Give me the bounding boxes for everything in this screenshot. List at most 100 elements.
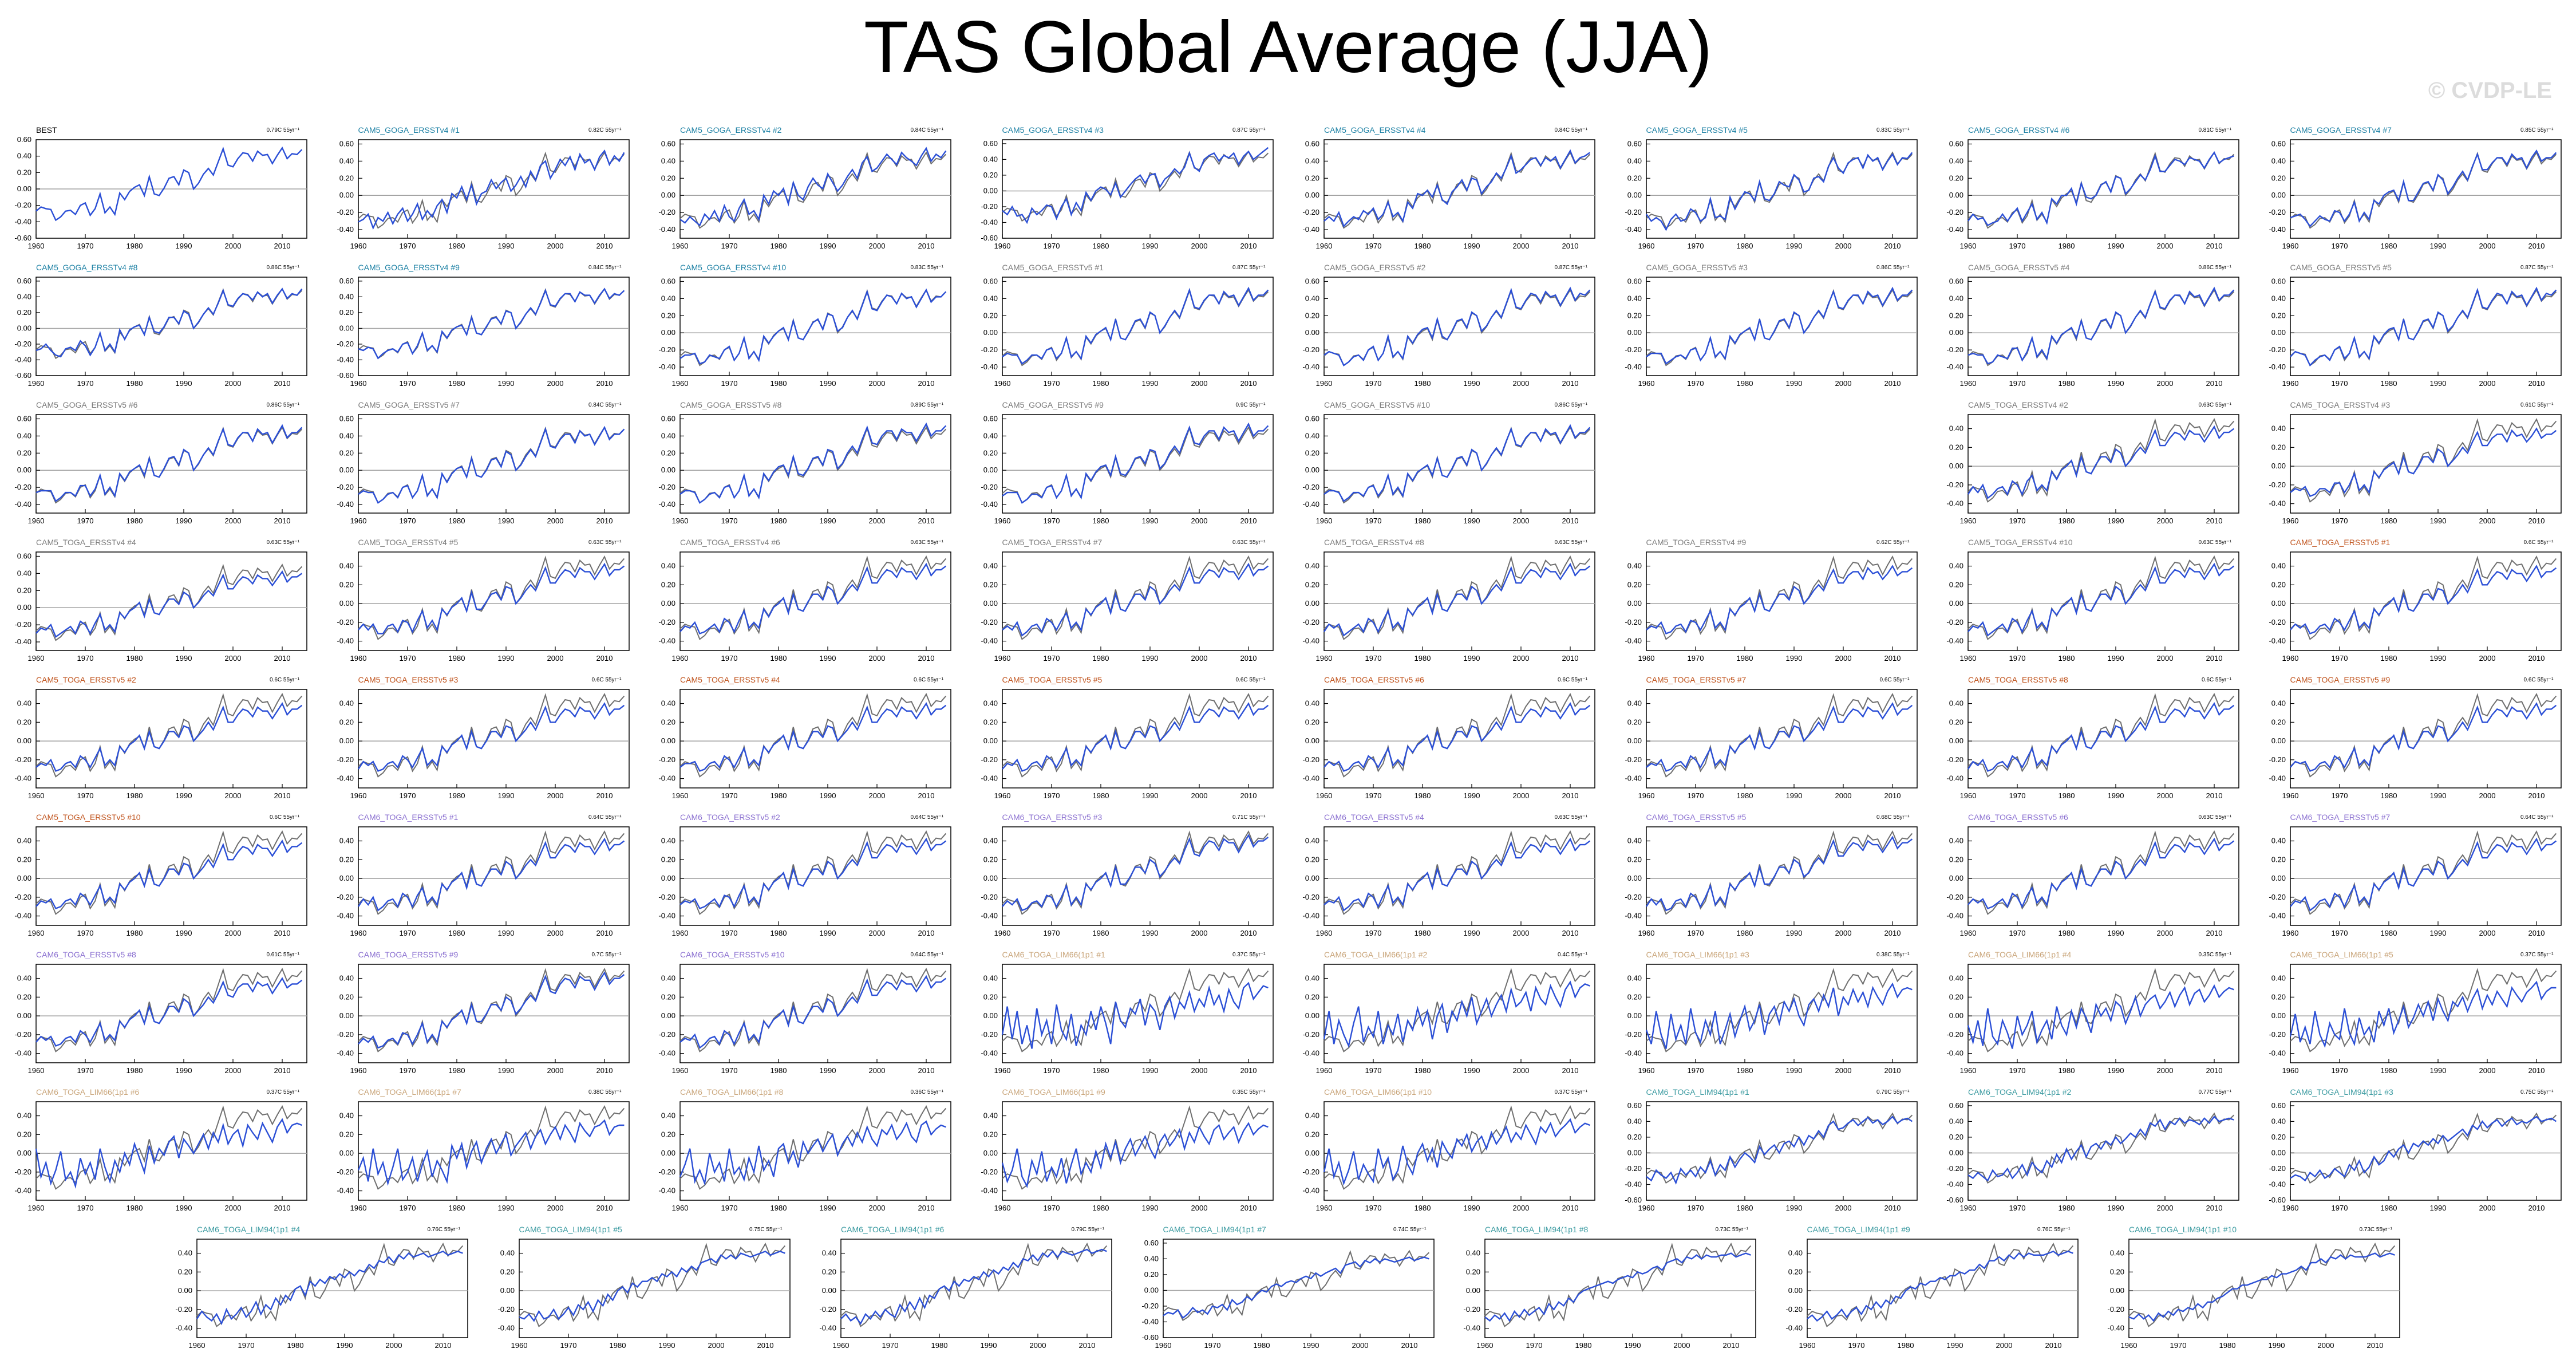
y-tick-label: -0.40 bbox=[337, 1049, 354, 1058]
x-tick-label: 2000 bbox=[2157, 791, 2174, 800]
chart-panel: CAM5_GOGA_ERSSTv5 #5 0.87C 55yr⁻¹ 0.60 0.40… bbox=[2254, 261, 2562, 393]
panel-plot: 0.60 0.40 0.20 0.00 -0.20 -0.40 1960 1970 1980 19… bbox=[1946, 277, 2239, 388]
model-series-line bbox=[679, 975, 947, 1049]
x-tick-label: 1960 bbox=[1316, 242, 1333, 250]
y-tick-label: 0.20 bbox=[2271, 717, 2285, 726]
y-tick-label: 0.40 bbox=[661, 699, 675, 708]
panel-title: CAM6_TOGA_LIM66(1p1 #9 bbox=[1002, 1087, 1105, 1097]
x-tick-label: 1990 bbox=[337, 1341, 353, 1350]
y-tick-label: -0.40 bbox=[14, 637, 31, 646]
y-tick-label: 0.40 bbox=[661, 562, 675, 570]
x-tick-label: 1990 bbox=[176, 242, 192, 250]
x-tick-label: 1990 bbox=[1946, 1341, 1963, 1350]
x-tick-label: 1990 bbox=[1141, 379, 1158, 388]
y-tick-label: 0.00 bbox=[17, 736, 31, 745]
panel-trend: 0.63C 55yr⁻¹ bbox=[1554, 814, 1587, 821]
y-tick-label: 0.20 bbox=[339, 992, 353, 1001]
panel-title: CAM6_TOGA_LIM94(1p1 #6 bbox=[841, 1225, 945, 1234]
panel-plot: 0.40 0.20 0.00 -0.20 -0.40 1960 1970 1980 1990 20… bbox=[1625, 689, 1918, 800]
model-series-line bbox=[2289, 702, 2557, 772]
x-tick-label: 2010 bbox=[596, 654, 613, 663]
y-tick-label: -0.20 bbox=[658, 1168, 675, 1176]
y-tick-label: 0.20 bbox=[1305, 992, 1319, 1001]
x-tick-label: 1970 bbox=[1526, 1341, 1543, 1350]
x-tick-label: 1970 bbox=[1687, 242, 1704, 250]
panel-trend: 0.6C 55yr⁻¹ bbox=[270, 814, 299, 821]
x-tick-label: 1970 bbox=[2009, 654, 2026, 663]
x-tick-label: 2010 bbox=[1562, 791, 1579, 800]
panel-trend: 0.71C 55yr⁻¹ bbox=[1232, 814, 1266, 821]
y-tick-label: 0.40 bbox=[1305, 837, 1319, 845]
y-tick-label: 0.40 bbox=[1627, 294, 1641, 302]
y-tick-label: 0.20 bbox=[661, 1130, 675, 1138]
y-tick-label: -0.20 bbox=[337, 208, 354, 216]
x-tick-label: 2010 bbox=[1240, 517, 1257, 525]
y-tick-label: -0.40 bbox=[1946, 499, 1963, 508]
x-tick-label: 2000 bbox=[2157, 1204, 2174, 1212]
y-tick-label: -0.40 bbox=[175, 1324, 192, 1332]
x-tick-label: 1960 bbox=[994, 1204, 1010, 1212]
model-series-line bbox=[35, 570, 303, 638]
y-tick-label: 0.20 bbox=[1305, 580, 1319, 589]
y-tick-label: 0.00 bbox=[2271, 191, 2285, 199]
observed-series-line bbox=[35, 830, 303, 915]
chart-panel: CAM5_TOGA_ERSSTv4 #5 0.63C 55yr⁻¹ 0.40 0.20… bbox=[322, 536, 630, 668]
panel-plot: 0.40 0.20 0.00 -0.20 -0.40 1960 1970 1980 1990 20… bbox=[337, 964, 630, 1075]
x-tick-label: 1960 bbox=[350, 242, 366, 250]
y-tick-label: 0.40 bbox=[1305, 562, 1319, 570]
observed-series-line bbox=[1001, 150, 1269, 222]
y-tick-label: -0.60 bbox=[14, 234, 31, 242]
observed-series-line bbox=[840, 1242, 1108, 1327]
y-tick-label: -0.40 bbox=[14, 1186, 31, 1195]
panel-title: CAM5_GOGA_ERSSTv5 #4 bbox=[1968, 263, 2070, 272]
observed-series-line bbox=[679, 692, 947, 778]
model-series-line bbox=[1323, 286, 1591, 366]
panel-title: CAM5_GOGA_ERSSTv4 #9 bbox=[358, 263, 460, 272]
y-tick-label: 0.20 bbox=[17, 855, 31, 864]
y-tick-label: 0.00 bbox=[1305, 874, 1319, 882]
y-tick-label: -0.20 bbox=[2269, 480, 2286, 489]
x-tick-label: 1990 bbox=[2108, 1204, 2124, 1212]
x-tick-label: 2000 bbox=[1191, 654, 1207, 663]
y-tick-label: -0.40 bbox=[1141, 1317, 1159, 1326]
y-tick-label: 0.00 bbox=[1949, 191, 1963, 199]
plot-frame bbox=[1323, 689, 1595, 788]
observed-series-line bbox=[1001, 967, 1269, 1052]
x-tick-label: 2010 bbox=[274, 791, 291, 800]
x-tick-label: 1960 bbox=[2282, 379, 2298, 388]
x-tick-label: 1990 bbox=[820, 242, 836, 250]
plot-frame bbox=[2289, 826, 2562, 926]
x-tick-label: 1990 bbox=[1785, 791, 1802, 800]
model-series-line bbox=[358, 287, 625, 360]
observed-series-line bbox=[1967, 830, 2235, 915]
x-tick-label: 1960 bbox=[350, 929, 366, 937]
y-tick-label: 0.20 bbox=[983, 448, 997, 457]
panel-title: CAM5_TOGA_ERSSTv5 #1 bbox=[2290, 538, 2391, 547]
model-series-line bbox=[2289, 427, 2557, 498]
y-tick-label: -0.20 bbox=[1625, 208, 1642, 216]
x-tick-label: 2000 bbox=[869, 379, 886, 388]
observed-series-line bbox=[1645, 967, 1913, 1052]
y-tick-label: -0.40 bbox=[1302, 774, 1319, 783]
panel-title: CAM5_GOGA_ERSSTv4 #1 bbox=[358, 125, 460, 135]
x-tick-label: 1970 bbox=[399, 242, 416, 250]
x-tick-label: 2000 bbox=[1513, 929, 1530, 937]
observed-series-line bbox=[1323, 967, 1591, 1052]
x-tick-label: 1990 bbox=[1785, 1204, 1802, 1212]
x-tick-label: 2010 bbox=[2206, 929, 2223, 937]
observed-series-line bbox=[1001, 692, 1269, 778]
x-tick-label: 1990 bbox=[1141, 1066, 1158, 1075]
panel-title: CAM5_TOGA_ERSSTv4 #7 bbox=[1002, 538, 1103, 547]
panel-title: CAM5_TOGA_ERSSTv5 #4 bbox=[680, 675, 780, 684]
x-tick-label: 1960 bbox=[1960, 929, 1977, 937]
plot-frame bbox=[357, 551, 630, 651]
y-tick-label: 0.00 bbox=[17, 1149, 31, 1157]
plot-frame bbox=[2289, 1101, 2562, 1201]
page-title: TAS Global Average (JJA) bbox=[863, 6, 1713, 88]
panel-title: CAM5_GOGA_ERSSTv5 #8 bbox=[680, 400, 782, 409]
y-tick-label: -0.40 bbox=[2269, 1180, 2286, 1188]
x-tick-label: 2010 bbox=[918, 1204, 935, 1212]
x-tick-label: 2010 bbox=[596, 242, 613, 250]
x-tick-label: 1980 bbox=[2059, 242, 2075, 250]
y-tick-label: -0.40 bbox=[2269, 499, 2286, 508]
